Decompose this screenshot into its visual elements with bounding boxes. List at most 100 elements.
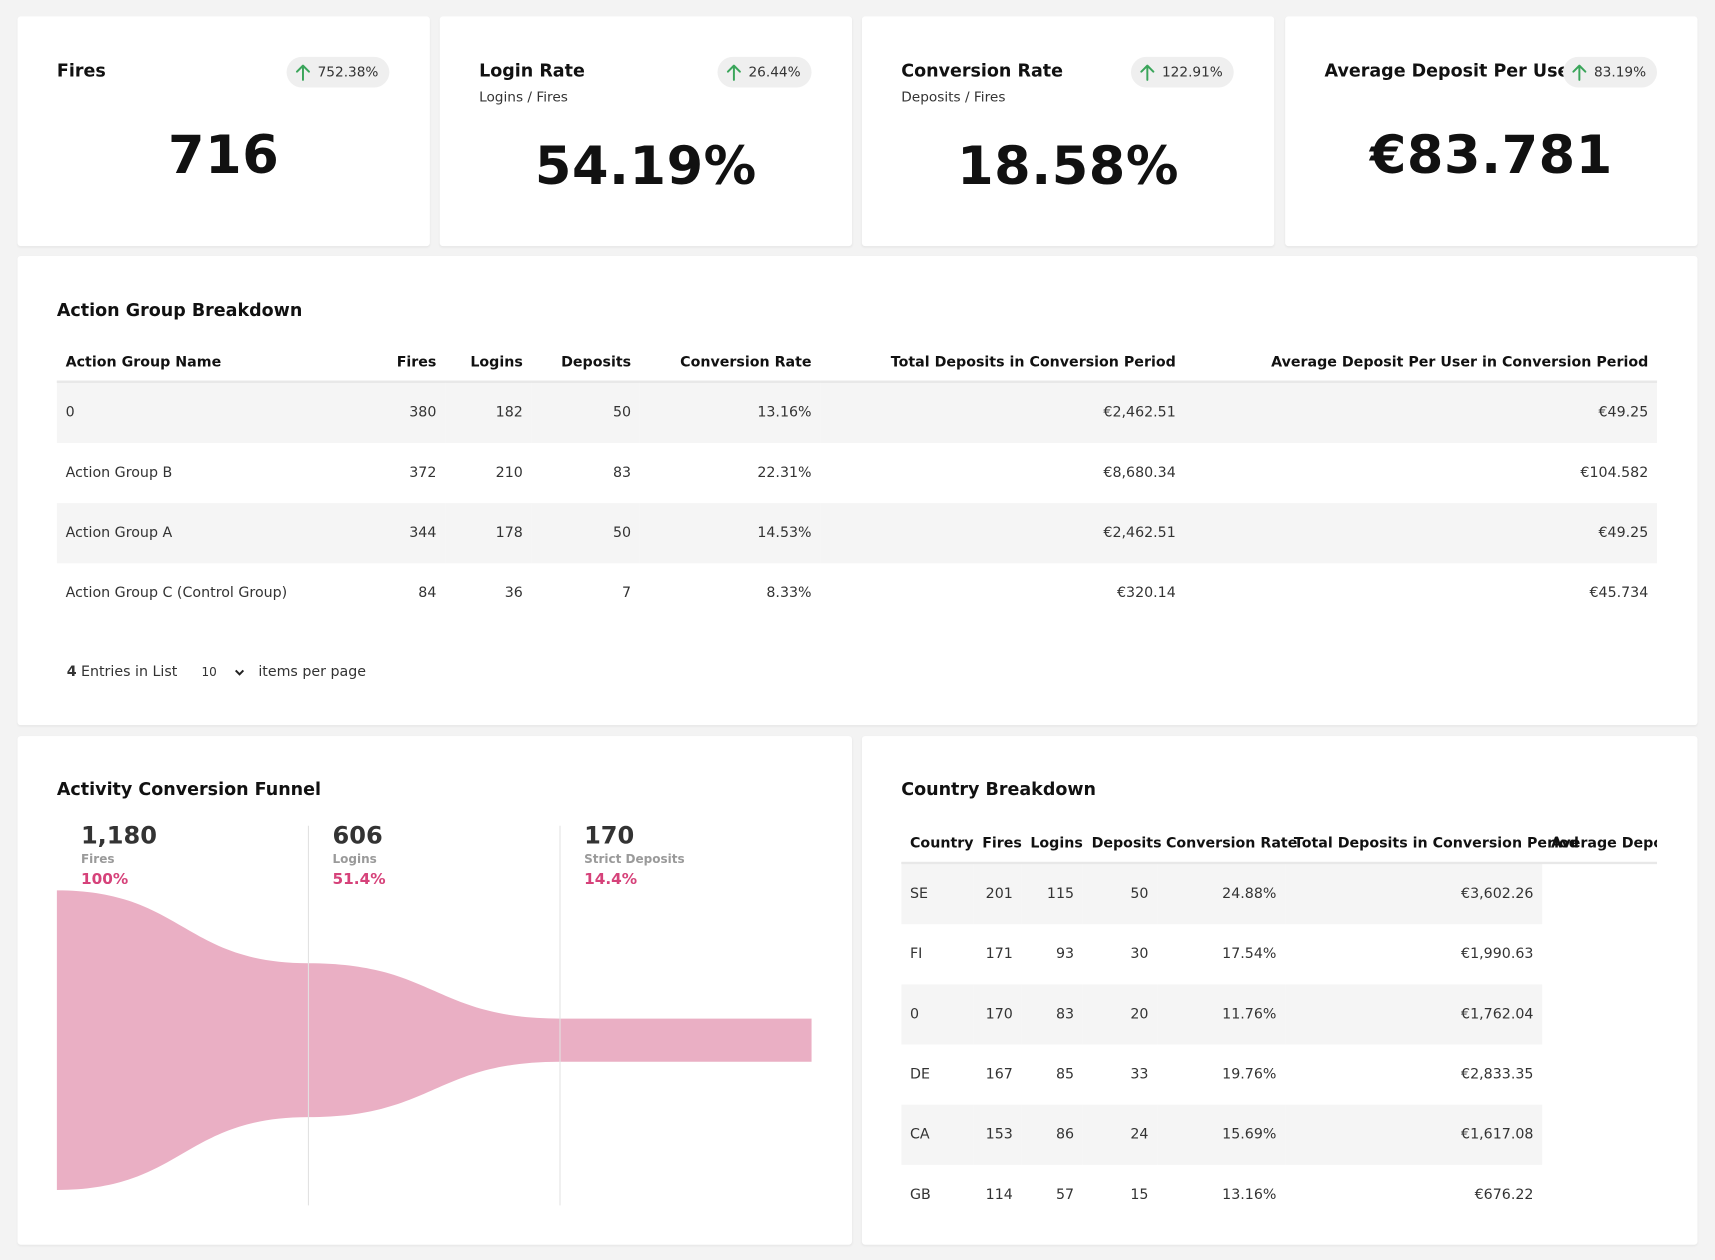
- table-cell: €3,602.26: [1285, 862, 1543, 925]
- table-cell: €2,462.51: [820, 381, 1185, 443]
- column-header: Fires: [973, 825, 1022, 865]
- chevron-shape: [235, 669, 245, 676]
- table-body: 0 380 182 50 13.16% €2,462.51 €49.25 Action Gro…: [56, 381, 1658, 624]
- table-row: Action Group B 372 210 83 22.31% €8,680.34 €10…: [57, 443, 1657, 503]
- stage-value: 1,180: [81, 821, 157, 849]
- table-cell: 93: [1055, 946, 1075, 963]
- table-cell: 17.54%: [1222, 946, 1277, 963]
- stage-percent: 100%: [81, 870, 128, 888]
- kpi-title: Conversion Rate: [901, 60, 1063, 81]
- funnel-chart: 1,180 Fires 100% 606 Logins 51.4% 170 Strict De…: [56, 821, 812, 1206]
- table-cell: Action Group C (Control Group): [65, 585, 288, 602]
- table-cell: €2,833.35: [1461, 1066, 1534, 1083]
- change-badge: 122.91%: [1131, 56, 1234, 88]
- table-cell: €49.25: [1184, 381, 1658, 443]
- table-row: 0 380 182 50 13.16% €2,462.51 €49.25: [56, 381, 1658, 443]
- kpi-value: 716: [168, 124, 280, 186]
- action-group-card: Action Group Breakdown Action Group Name F…: [17, 255, 1698, 726]
- header-row: Action Group Name Fires Logins Deposits Conv…: [56, 344, 1658, 383]
- kpi-card: Average Deposit Per User 83.19% €83.781: [1285, 16, 1698, 247]
- table-cell: 380: [385, 381, 446, 443]
- column-header: Fires: [385, 344, 446, 383]
- table-cell: 84: [418, 585, 437, 602]
- stage-value: 606: [333, 821, 383, 849]
- stage-percent: 14.4%: [584, 870, 637, 888]
- chevron-icon: [235, 669, 245, 676]
- column-header: Country: [901, 825, 974, 865]
- table-cell: 171: [985, 946, 1013, 963]
- arrow-shape: [727, 64, 742, 81]
- table-cell: 114: [985, 1186, 1013, 1204]
- table-cell: 7: [622, 585, 632, 602]
- table-cell: 57: [1055, 1186, 1075, 1204]
- table-cell: 85: [1055, 1066, 1075, 1083]
- column-header: Average Deposi: [1542, 825, 1658, 865]
- table-cell: 24.88%: [1157, 862, 1286, 925]
- table-viewport: Country Fires Logins Deposits Conversion Rat…: [901, 825, 1658, 1245]
- stage-name: Fires: [81, 852, 115, 866]
- table-cell: 30: [1130, 946, 1149, 963]
- column-header: Action Group Name: [56, 344, 385, 383]
- table-head: Action Group Name Fires Logins Deposits Conv…: [56, 344, 1658, 383]
- table-cell: 170: [973, 984, 1022, 1045]
- table-cell: €320.14: [1116, 585, 1176, 602]
- table-cell: DE: [910, 1066, 930, 1083]
- up-arrow-icon: [296, 64, 311, 81]
- change-badge: 83.19%: [1563, 56, 1658, 88]
- table-cell: 153: [973, 1104, 1022, 1165]
- table-cell: €49.25: [1184, 503, 1658, 564]
- kpi-card: Login Rate Logins / Fires 26.44% 54.19%: [439, 16, 853, 247]
- table-cell: 210: [495, 464, 523, 482]
- arrow-shape: [296, 64, 311, 81]
- table-cell: 372: [409, 464, 437, 482]
- header-row: Country Fires Logins Deposits Conversion Rat…: [901, 825, 1658, 865]
- table-cell: 8.33%: [766, 585, 812, 602]
- change-value: 83.19%: [1593, 63, 1647, 80]
- table-cell: 33: [1130, 1066, 1149, 1083]
- table-cell: 115: [1021, 862, 1083, 925]
- table-row: Action Group C (Control Group) 84 36 7 8.33%…: [57, 563, 1657, 623]
- table-cell: €8,680.34: [1103, 464, 1176, 482]
- change-value: 26.44%: [748, 63, 801, 80]
- up-arrow-icon: [1140, 64, 1155, 81]
- table-cell: FI: [910, 946, 923, 963]
- table-cell: 14.53%: [639, 503, 821, 564]
- kpi-title: Login Rate: [479, 60, 585, 81]
- kpi-title: Average Deposit Per User: [1324, 60, 1579, 81]
- table-cell: 201: [973, 862, 1022, 925]
- arrow-shape: [1140, 64, 1155, 81]
- table-cell: 50: [1082, 862, 1158, 925]
- table-cell: 13.16%: [639, 381, 821, 443]
- table-cell: 15: [1130, 1186, 1149, 1204]
- per-page-select[interactable]: 10: [201, 665, 245, 679]
- country-card: Country Breakdown Country Fires Logins Depos…: [861, 736, 1698, 1245]
- table-head: Country Fires Logins Deposits Conversion Rat…: [901, 825, 1658, 865]
- stage-name: Strict Deposits: [584, 852, 685, 866]
- kpi-card: Conversion Rate Deposits / Fires 122.91% 18…: [861, 16, 1275, 247]
- table-cell: 178: [445, 503, 532, 564]
- table-cell: 11.76%: [1157, 984, 1286, 1045]
- table-cell: 167: [985, 1066, 1013, 1083]
- table-cell: €1,990.63: [1461, 946, 1534, 963]
- change-badge: 752.38%: [286, 56, 390, 88]
- column-header: Conversion Rate: [1157, 825, 1297, 865]
- card-title: Activity Conversion Funnel: [56, 778, 321, 800]
- card-title: Country Breakdown: [901, 778, 1096, 800]
- table-cell: Action Group B: [65, 464, 173, 482]
- pagination: 4 Entries in List 10 items per page: [67, 664, 366, 680]
- column: [1542, 826, 1657, 1225]
- stage-value: 170: [584, 821, 634, 849]
- column-header: Logins: [445, 344, 532, 383]
- table-cell: 83: [1021, 984, 1083, 1045]
- table-cell: 36: [504, 585, 523, 602]
- funnel-shape: [56, 890, 812, 1190]
- table-cell: 182: [445, 381, 532, 443]
- per-page-value: 10: [201, 665, 217, 680]
- kpi-value: 54.19%: [534, 135, 757, 197]
- table-cell: €104.582: [1580, 464, 1649, 482]
- table-cell: GB: [910, 1186, 931, 1204]
- table-cell: €676.22: [1474, 1186, 1534, 1204]
- table-cell: Action Group A: [56, 503, 385, 564]
- per-page-suffix: items per page: [258, 663, 367, 681]
- table-row: FI 171 93 30 17.54% €1,990.63: [901, 924, 1657, 984]
